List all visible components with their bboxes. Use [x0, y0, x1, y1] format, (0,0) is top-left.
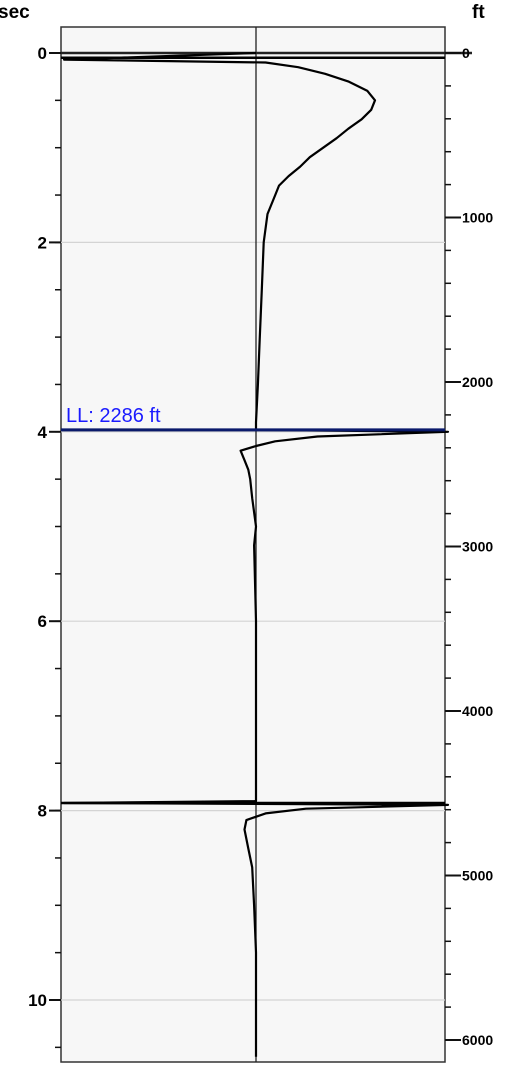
right-tick-label: 4000 — [462, 703, 493, 719]
right-axis: 0 1000 2000 3000 4000 5000 6000 — [445, 45, 493, 1048]
left-axis: 0 2 4 6 8 10 — [28, 44, 61, 1049]
left-tick-label: 2 — [38, 233, 47, 252]
left-tick-label: 0 — [38, 44, 47, 63]
trace-line — [62, 51, 450, 1057]
left-axis-unit: sec — [0, 2, 30, 23]
left-tick-label: 10 — [28, 991, 47, 1010]
right-tick-label: 3000 — [462, 539, 493, 555]
right-tick-label: 1000 — [462, 210, 493, 226]
right-tick-label: 0 — [462, 45, 470, 61]
plot-area — [60, 26, 446, 1063]
left-tick-label: 6 — [38, 612, 47, 631]
left-tick-label: 8 — [38, 802, 47, 821]
marker-label: LL: 2286 ft — [66, 405, 161, 427]
right-axis-unit: ft — [472, 2, 485, 23]
right-tick-label: 2000 — [462, 374, 493, 390]
right-tick-label: 5000 — [462, 868, 493, 884]
left-tick-label: 4 — [38, 423, 48, 442]
marker-layer: LL: 2286 ft — [61, 405, 445, 432]
right-tick-label: 6000 — [462, 1032, 493, 1048]
